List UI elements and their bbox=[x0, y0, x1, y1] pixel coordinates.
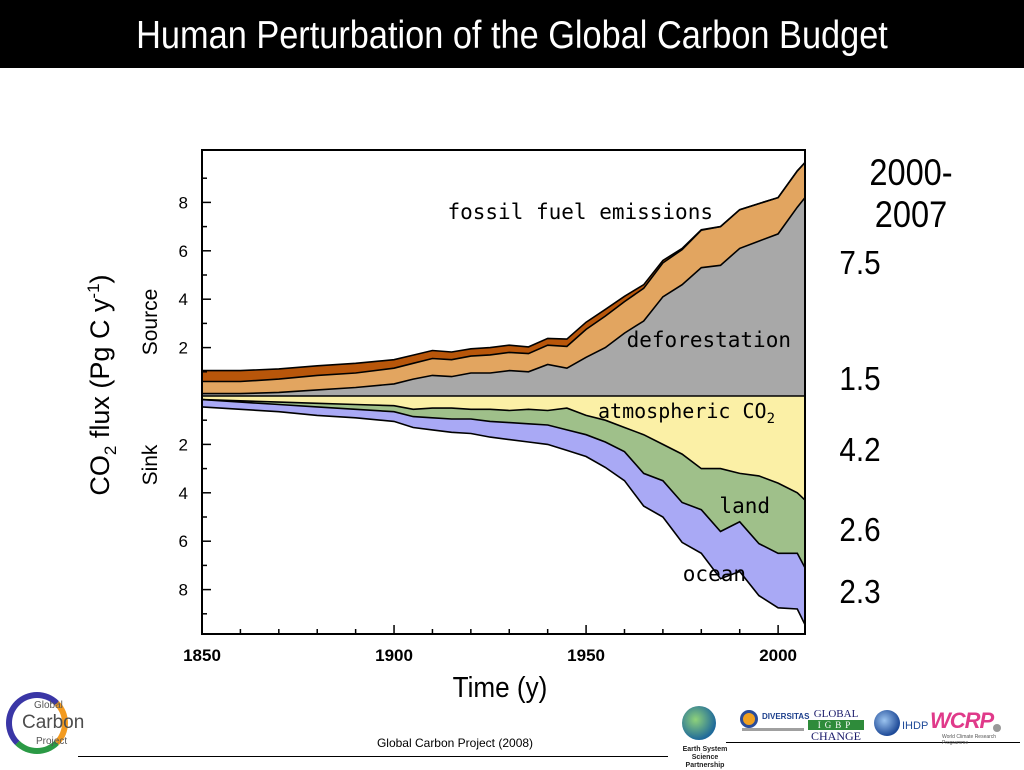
sink-boundary-2 bbox=[201, 406, 806, 626]
slide-title: Human Perturbation of the Global Carbon … bbox=[136, 14, 888, 57]
y-tick-label-sink: 4 bbox=[179, 484, 188, 503]
x-tick-label: 1900 bbox=[375, 646, 413, 665]
x-tick-label: 1950 bbox=[567, 646, 605, 665]
source-area-1 bbox=[202, 162, 805, 394]
sink-area-1 bbox=[202, 399, 805, 568]
title-bar bbox=[0, 0, 1024, 68]
source-boundary-0 bbox=[202, 197, 806, 395]
y-tick-label-sink: 6 bbox=[179, 532, 188, 551]
boundary-lines bbox=[201, 161, 806, 626]
wcrp-logo-dot bbox=[993, 724, 1001, 732]
diversitas-logo bbox=[740, 710, 758, 728]
partner-logos: Earth System Science Partnership DIVERSI… bbox=[668, 702, 1020, 769]
period-value-ocean: 2.3 bbox=[839, 573, 881, 610]
ihdp-logo bbox=[874, 710, 900, 736]
source-axis-label: Source bbox=[139, 289, 162, 356]
period-header: 2000-2007 bbox=[869, 152, 953, 235]
global-carbon-project-logo: Global Carbon Project bbox=[4, 690, 84, 766]
period-value-land: 2.6 bbox=[839, 511, 881, 548]
wcrp-logo: WCRP bbox=[930, 708, 994, 733]
x-tick-label: 1850 bbox=[183, 646, 221, 665]
y-tick-label-source: 2 bbox=[179, 339, 188, 358]
fossil-fuel-label: fossil fuel emissions bbox=[447, 200, 713, 224]
area-layers bbox=[202, 162, 805, 625]
igbp-global-change-logo: GLOBAL IGBP CHANGE bbox=[808, 708, 864, 743]
credit-text: Global Carbon Project (2008) bbox=[376, 736, 534, 750]
period-value-deforestation: 1.5 bbox=[839, 360, 881, 397]
diversitas-logo-text: DIVERSITAS bbox=[762, 712, 810, 721]
footer-rule-right bbox=[726, 742, 1020, 743]
x-axis-ticks: 1850 1900 1950 2000 bbox=[183, 625, 797, 665]
y-tick-label-sink: 8 bbox=[179, 581, 188, 600]
ihdp-logo-text: IHDP bbox=[902, 720, 929, 732]
plot-frame bbox=[201, 149, 806, 635]
x-axis-title: Time (y) bbox=[453, 671, 548, 704]
atmospheric-co2-label: atmospheric CO2 bbox=[598, 399, 775, 427]
source-area-0 bbox=[202, 197, 805, 396]
y-axis-ticks: 2 4 6 8 2 4 6 8 bbox=[179, 177, 211, 615]
x-tick-label: 2000 bbox=[759, 646, 797, 665]
wcrp-logo-subtitle: World Climate Research Programme bbox=[942, 734, 997, 746]
sink-area-2 bbox=[202, 399, 805, 625]
y-tick-label-source: 4 bbox=[179, 290, 188, 309]
y-axis-title: CO2 flux (Pg C y-1) bbox=[84, 274, 120, 495]
ocean-label: ocean bbox=[683, 562, 746, 586]
sink-axis-label: Sink bbox=[139, 444, 162, 485]
deforestation-label: deforestation bbox=[627, 328, 791, 352]
essp-logo-text: Earth System Science Partnership bbox=[682, 746, 728, 769]
period-value-atmosphere: 4.2 bbox=[839, 431, 881, 468]
period-value-fossil: 7.5 bbox=[839, 244, 881, 281]
source-boundary-2 bbox=[202, 161, 806, 372]
land-label: land bbox=[719, 494, 770, 518]
sink-boundary-1 bbox=[201, 398, 806, 569]
sink-boundary-0 bbox=[201, 398, 806, 501]
y-tick-label-source: 6 bbox=[179, 242, 188, 261]
y-tick-label-source: 8 bbox=[179, 193, 188, 212]
y-tick-label-sink: 2 bbox=[179, 435, 188, 454]
footer-rule bbox=[78, 756, 668, 757]
diversitas-logo-bar bbox=[742, 728, 804, 731]
essp-logo bbox=[682, 706, 716, 740]
sink-area-0 bbox=[202, 396, 805, 501]
